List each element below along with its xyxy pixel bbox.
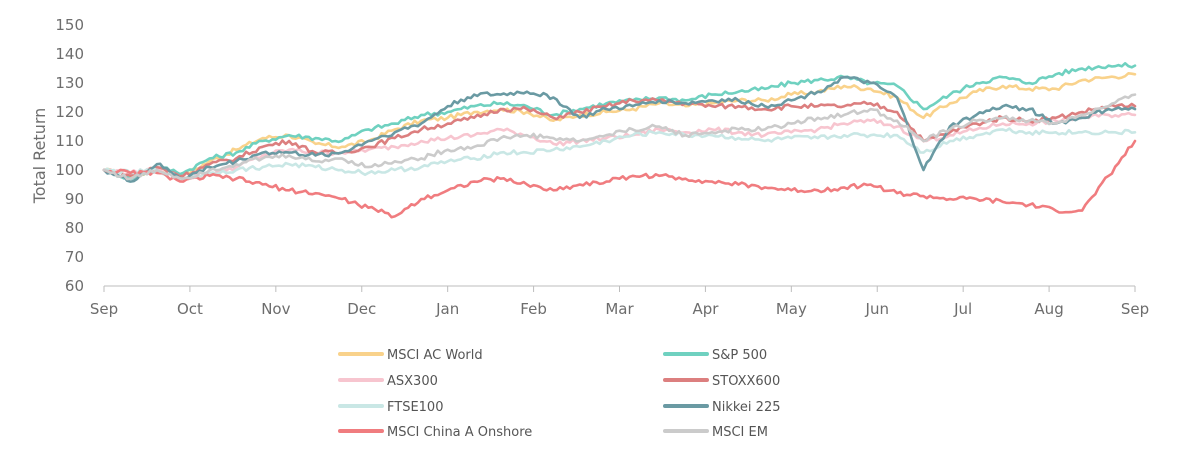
- legend-label: ASX300: [387, 374, 438, 389]
- series-lines: [102, 61, 1137, 219]
- y-tick-label: 100: [55, 161, 84, 179]
- series-line-msci-china-a-onshore: [102, 139, 1137, 219]
- x-tick-label: Oct: [177, 300, 203, 318]
- series-line-s-p-500: [102, 61, 1137, 180]
- x-tick-label: Dec: [347, 300, 376, 318]
- y-tick-label: 150: [55, 16, 84, 34]
- y-tick-label: 120: [55, 103, 84, 121]
- x-tick-label: Apr: [692, 300, 719, 318]
- legend-item: S&P 500: [663, 348, 767, 363]
- legend: MSCI AC World S&P 500 ASX300 STOXX600 FTSE10…: [338, 348, 781, 440]
- y-tick-label: 60: [65, 277, 84, 295]
- legend-item: MSCI EM: [663, 425, 768, 440]
- x-tick-label: Jul: [953, 300, 972, 318]
- series-line-asx300: [102, 111, 1137, 181]
- legend-label: Nikkei 225: [712, 400, 781, 415]
- y-tick-label: 70: [65, 248, 84, 266]
- legend-item: ASX300: [338, 374, 438, 389]
- y-tick-label: 130: [55, 74, 84, 92]
- series-line-msci-em: [102, 93, 1137, 181]
- legend-label: STOXX600: [712, 374, 780, 389]
- series-line-msci-ac-world: [102, 72, 1137, 179]
- legend-item: FTSE100: [338, 400, 443, 415]
- legend-item: MSCI China A Onshore: [338, 425, 532, 440]
- x-tick-label: Nov: [261, 300, 290, 318]
- legend-label: MSCI EM: [712, 425, 768, 440]
- x-tick-label: Feb: [520, 300, 547, 318]
- y-tick-label: 110: [55, 132, 84, 150]
- x-axis: Sep Oct Nov Dec Jan Feb Mar Apr May Jun Jul Aug Sep: [90, 285, 1149, 318]
- y-tick-label: 90: [65, 190, 84, 208]
- legend-label: S&P 500: [712, 348, 767, 363]
- series-line-ftse100: [102, 127, 1137, 181]
- x-tick-label: Aug: [1034, 300, 1063, 318]
- series-line-nikkei-225: [102, 75, 1137, 183]
- x-tick-label: Jun: [865, 300, 889, 318]
- legend-item: STOXX600: [663, 374, 780, 389]
- x-tick-label: May: [776, 300, 807, 318]
- legend-item: Nikkei 225: [663, 400, 781, 415]
- y-tick-label: 80: [65, 219, 84, 237]
- y-axis-title-group: Total Return: [30, 108, 49, 205]
- legend-label: FTSE100: [387, 400, 443, 415]
- x-tick-label: Jan: [435, 300, 459, 318]
- x-tick-label: Sep: [90, 300, 118, 318]
- y-axis: 60 70 80 90 100 110 120 130 140 150: [55, 16, 84, 295]
- y-tick-label: 140: [55, 45, 84, 63]
- y-axis-title: Total Return: [30, 108, 49, 205]
- x-tick-label: Sep: [1121, 300, 1149, 318]
- legend-label: MSCI AC World: [387, 348, 483, 363]
- legend-label: MSCI China A Onshore: [387, 425, 532, 440]
- x-tick-label: Mar: [605, 300, 634, 318]
- legend-item: MSCI AC World: [338, 348, 483, 363]
